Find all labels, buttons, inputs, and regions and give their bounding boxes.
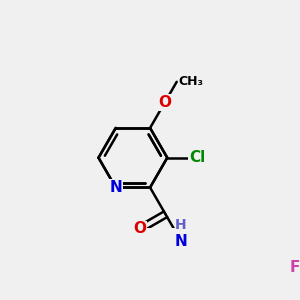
Text: H: H [175, 218, 187, 232]
Text: O: O [158, 95, 171, 110]
Text: CH₃: CH₃ [178, 75, 203, 88]
Text: Cl: Cl [189, 150, 205, 165]
Text: N: N [175, 234, 188, 249]
Text: O: O [134, 221, 147, 236]
Text: N: N [109, 180, 122, 195]
Text: F: F [289, 260, 300, 275]
